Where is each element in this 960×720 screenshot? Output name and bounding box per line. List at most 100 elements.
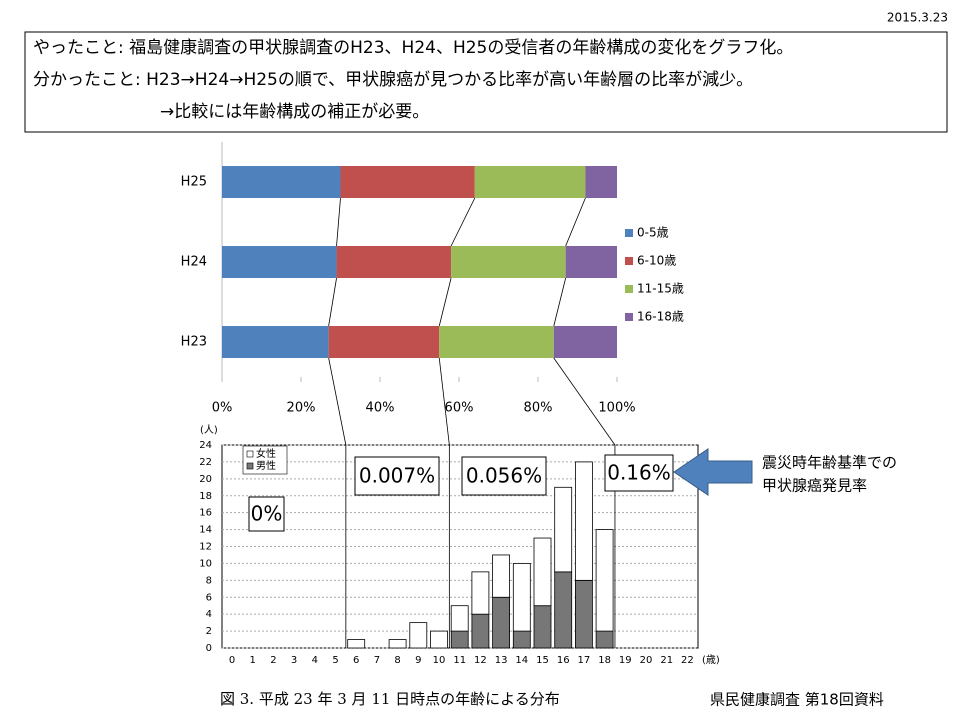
- bar-segment: [595, 529, 614, 632]
- bar-segment: [533, 537, 552, 607]
- y-tick-label: 24: [199, 440, 212, 451]
- arrow: [673, 448, 753, 496]
- legend-label: 女性: [256, 447, 276, 460]
- y-tick-label: 8: [206, 575, 212, 586]
- bar-segment: [222, 166, 341, 198]
- y-tick-label: H24: [181, 255, 207, 270]
- x-tick-label: 7: [374, 655, 380, 666]
- bar-segment: [450, 630, 469, 649]
- bar-segment: [430, 630, 448, 649]
- bar-segment: [492, 596, 511, 649]
- x-tick-label: 80%: [524, 401, 553, 416]
- rate-label: 0.007%: [359, 464, 435, 488]
- x-tick-label: 13: [495, 655, 508, 666]
- x-tick-label: 4: [312, 655, 318, 666]
- x-tick-label: 2: [270, 655, 276, 666]
- bar-segment: [409, 622, 428, 649]
- x-tick-label: 20%: [287, 401, 316, 416]
- source: 県民健康調査 第18回資料: [710, 691, 884, 709]
- bar-segment: [575, 461, 593, 581]
- x-tick-label: 20: [640, 655, 653, 666]
- x-tick-label: 3: [291, 655, 297, 666]
- rate-label: 0%: [251, 502, 283, 526]
- y-tick-label: H23: [181, 335, 207, 350]
- header-line: →比較には年齢構成の補正が必要。: [160, 102, 429, 122]
- legend-box: [242, 445, 288, 475]
- x-tick-label: 21: [660, 655, 673, 666]
- y-tick-label: 6: [206, 592, 212, 603]
- x-tick-label: 0: [229, 655, 235, 666]
- x-tick-label: 100%: [598, 401, 635, 416]
- y-tick-label: 18: [199, 491, 212, 502]
- rate-box: [461, 456, 547, 496]
- x-tick-label: 11: [453, 655, 466, 666]
- rate-label: 0.056%: [466, 464, 542, 488]
- rate-box: [604, 454, 674, 492]
- header-box: [24, 31, 948, 133]
- bar-segment: [585, 166, 617, 198]
- bar-segment: [595, 630, 614, 649]
- bar-segment: [222, 246, 337, 278]
- y-tick-label: 14: [199, 525, 212, 536]
- bar-segment: [450, 605, 469, 632]
- y-tick-label: 4: [206, 609, 212, 620]
- header-line: 分かったこと: H23→H24→H25の順で、甲状腺癌が見つかる比率が高い年齢層…: [33, 70, 753, 90]
- x-tick-label: 22: [681, 655, 694, 666]
- x-tick-label: 5: [332, 655, 338, 666]
- x-tick-label: 16: [557, 655, 570, 666]
- bar-segment: [328, 326, 440, 358]
- x-tick-label: 40%: [366, 401, 395, 416]
- y-tick-label: 22: [199, 457, 212, 468]
- y-tick-label: 12: [199, 542, 212, 553]
- legend-swatch: [246, 450, 254, 458]
- bar-segment: [533, 605, 552, 649]
- rate-label: 0.16%: [607, 461, 671, 485]
- legend-swatch: [246, 462, 254, 470]
- x-tick-label: 6: [353, 655, 359, 666]
- x-tick-label: 8: [394, 655, 400, 666]
- x-tick-label: 12: [474, 655, 487, 666]
- bar-segment: [553, 326, 617, 358]
- bar-segment: [575, 579, 593, 649]
- x-tick-label: 10: [433, 655, 446, 666]
- legend-swatch: [625, 313, 633, 321]
- x-tick-label: 15: [536, 655, 549, 666]
- legend-swatch: [625, 229, 633, 237]
- x-tick-label: 17: [578, 655, 591, 666]
- connector: [553, 277, 567, 327]
- y-tick-label: 10: [199, 558, 212, 569]
- legend-label: 6-10歳: [637, 254, 676, 268]
- connector: [438, 277, 452, 327]
- x-tick-label: 9: [415, 655, 421, 666]
- bar-segment: [388, 639, 407, 649]
- bar-segment: [512, 563, 531, 632]
- arrow-text: 甲状腺癌発見率: [762, 477, 867, 495]
- bar-segment: [512, 630, 531, 649]
- x-tick-label: 0%: [212, 401, 233, 416]
- legend-label: 11-15歳: [637, 282, 684, 296]
- bar-segment: [222, 326, 329, 358]
- bar-segment: [554, 571, 573, 649]
- y-tick-label: 20: [199, 474, 212, 485]
- connector: [328, 277, 337, 327]
- bar-segment: [554, 486, 573, 573]
- legend-label: 0-5歳: [637, 226, 669, 240]
- connector: [336, 197, 341, 247]
- legend-swatch: [625, 285, 633, 293]
- y-tick-label: 0: [206, 643, 212, 654]
- y-tick-label: 2: [206, 626, 212, 637]
- connector: [438, 357, 450, 446]
- bar-segment: [474, 166, 586, 198]
- y-tick-label: H25: [181, 175, 207, 190]
- rate-box: [248, 496, 285, 532]
- date: 2015.3.23: [887, 11, 948, 25]
- legend-label: 16-18歳: [637, 310, 684, 324]
- header-line: やったこと: 福島健康調査の甲状腺調査のH23、H24、H25の受信者の年齢構成…: [33, 38, 793, 58]
- connector: [553, 357, 616, 446]
- connector: [450, 197, 476, 247]
- bar-segment: [471, 613, 490, 649]
- bar-segment: [471, 571, 490, 615]
- y-tick-label: 16: [199, 508, 212, 519]
- connector: [328, 357, 347, 446]
